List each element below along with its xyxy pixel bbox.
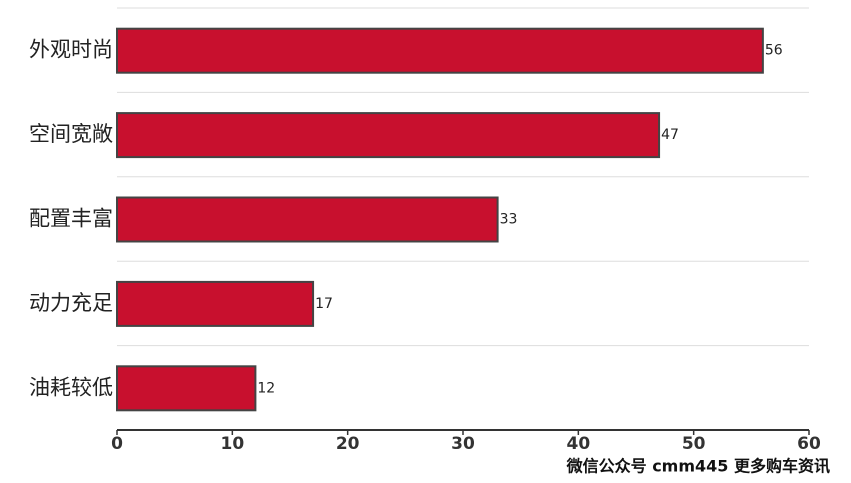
data-label: 17 [315,296,333,312]
bar [116,112,661,159]
bar [116,27,764,74]
data-label: 56 [765,43,783,59]
x-tick-label: 30 [451,434,475,454]
watermark: 微信公众号 cmm445 更多购车资讯 [566,457,830,476]
bar [116,365,257,412]
x-tick-label: 20 [336,434,360,454]
y-tick-label: 外观时尚 [29,38,113,62]
y-tick-label: 配置丰富 [29,207,113,231]
x-tick-label: 60 [797,434,821,454]
data-label: 12 [257,380,275,396]
y-tick-label: 空间宽敞 [29,122,113,146]
data-label: 47 [661,127,679,143]
y-tick-label: 动力充足 [29,291,113,315]
x-tick-label: 50 [682,434,706,454]
data-label: 33 [500,212,518,228]
bar [116,196,499,243]
x-tick-label: 40 [566,434,590,454]
y-tick-label: 油耗较低 [29,375,113,399]
x-tick-label: 10 [220,434,244,454]
bar [116,280,315,327]
x-tick-label: 0 [111,434,123,454]
